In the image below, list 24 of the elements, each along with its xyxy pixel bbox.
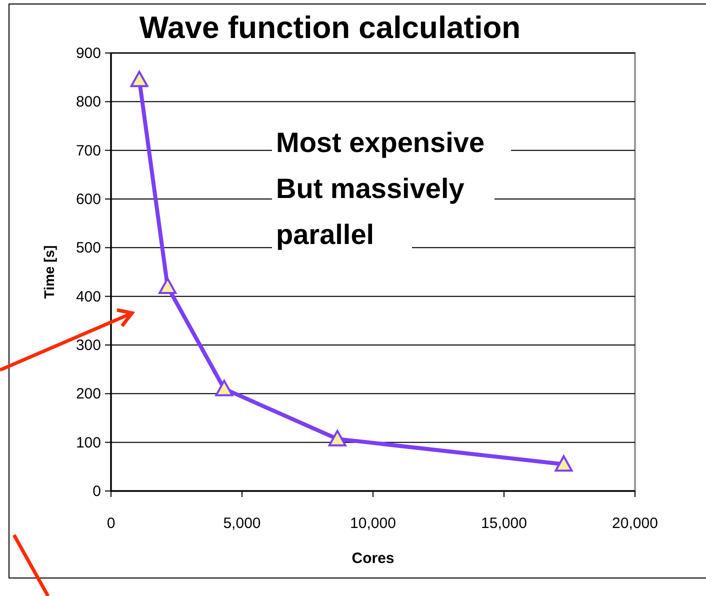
chart-title: Wave function calculation xyxy=(139,10,521,45)
x-tick-label: 15,000 xyxy=(481,515,527,532)
x-tick-label: 20,000 xyxy=(612,515,658,532)
x-tick-label: 10,000 xyxy=(350,515,396,532)
y-tick-label: 200 xyxy=(76,386,101,403)
point xyxy=(130,70,148,88)
y-tick-label: 0 xyxy=(92,483,101,500)
y-tick-label: 400 xyxy=(76,288,101,306)
y-tick-label: 500 xyxy=(76,240,101,257)
point xyxy=(158,278,177,294)
y-tick-label: 300 xyxy=(76,337,101,354)
x-tick-label: 5,000 xyxy=(223,515,261,532)
point xyxy=(328,430,346,446)
y-tick-label: 700 xyxy=(76,142,101,160)
x-axis-title: Cores xyxy=(352,550,394,567)
y-tick-label: 600 xyxy=(76,191,101,208)
y-tick-label: 800 xyxy=(76,94,101,111)
annotation: Most expensive But massively parallel xyxy=(276,127,485,250)
y-tick-label: 100 xyxy=(76,434,101,452)
y-tick-label: 900 xyxy=(76,45,101,62)
point xyxy=(554,455,573,472)
y-axis-title: Time [s] xyxy=(41,245,57,299)
x-tick-label: 0 xyxy=(106,515,116,532)
point xyxy=(215,380,234,396)
